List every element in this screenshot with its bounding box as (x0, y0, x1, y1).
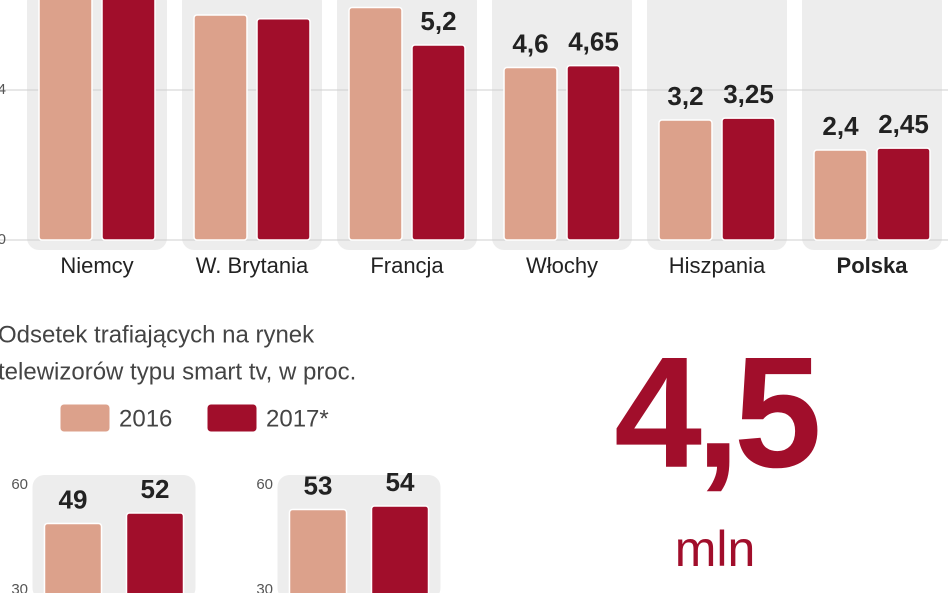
bar (348, 6, 403, 241)
bar (125, 512, 185, 593)
bar (566, 64, 621, 241)
bar (101, 0, 156, 241)
y-tick-label: 60 (11, 476, 28, 493)
bar (256, 18, 311, 241)
bar (43, 522, 103, 593)
big-number: 4,5 (614, 325, 818, 501)
value-label: 2,45 (878, 109, 929, 139)
chart-title: telewizorów typu smart tv, w proc. (0, 358, 356, 385)
value-label: 3,2 (667, 81, 703, 111)
legend-label: 2016 (119, 405, 172, 432)
bar (503, 66, 558, 241)
value-label: 52 (141, 474, 170, 504)
legend-swatch (59, 403, 111, 433)
x-tick-label: W. Brytania (196, 253, 309, 278)
y-tick-label: 30 (256, 581, 273, 593)
x-tick-label: Polska (837, 253, 909, 278)
chart-title: Odsetek trafiających na rynek (0, 321, 315, 348)
bar (721, 117, 776, 241)
big-number-unit: mln (675, 521, 756, 577)
x-tick-label: Niemcy (60, 253, 133, 278)
bar (370, 505, 430, 593)
value-label: 4,65 (568, 27, 619, 57)
bar (38, 0, 93, 241)
bar (876, 147, 931, 241)
bar (193, 14, 248, 241)
y-tick-label: 30 (11, 581, 28, 593)
y-tick-label: 0 (0, 231, 6, 248)
value-label: 49 (59, 484, 88, 514)
x-tick-label: Włochy (526, 253, 598, 278)
x-tick-label: Hiszpania (669, 253, 766, 278)
legend-swatch (206, 403, 258, 433)
legend-label: 2017* (266, 405, 329, 432)
bar (411, 44, 466, 241)
bar (658, 119, 713, 241)
value-label: 5,2 (420, 6, 456, 36)
value-label: 4,6 (512, 28, 548, 58)
value-label: 54 (386, 467, 415, 497)
y-tick-label: 60 (256, 476, 273, 493)
value-label: 53 (304, 470, 333, 500)
value-label: 2,4 (822, 111, 859, 141)
bar (288, 508, 348, 593)
value-label: 3,25 (723, 79, 774, 109)
bar (813, 149, 868, 241)
y-tick-label: 4 (0, 81, 6, 98)
x-tick-label: Francja (370, 253, 444, 278)
